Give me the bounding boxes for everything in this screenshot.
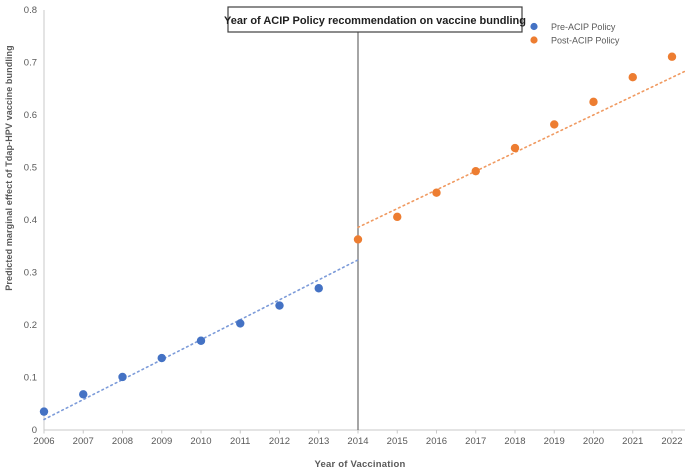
x-tick-label: 2010: [190, 436, 211, 447]
y-tick-label: 0.3: [24, 268, 37, 279]
legend: Pre-ACIP Policy Post-ACIP Policy: [530, 22, 620, 46]
data-point: [471, 166, 480, 176]
y-tick-label: 0.5: [24, 163, 37, 174]
series-layer: [39, 52, 685, 421]
x-tick-label: 2006: [33, 436, 54, 447]
data-point: [353, 235, 363, 244]
x-tick-label: 2018: [504, 436, 525, 447]
data-point: [118, 372, 127, 382]
y-tick-label: 0.8: [24, 5, 37, 16]
data-point: [39, 407, 49, 416]
x-tick-label: 2007: [73, 436, 94, 447]
x-axis-title: Year of Vaccination: [315, 459, 406, 470]
x-tick-label: 2012: [269, 436, 290, 447]
data-point: [550, 120, 559, 129]
data-point: [432, 188, 441, 197]
legend-marker-pre-acip: [530, 22, 538, 31]
y-tick-label: 0.1: [24, 373, 37, 384]
series-post-acip: [353, 52, 677, 244]
x-tick-label: 2021: [622, 436, 643, 447]
data-point: [314, 284, 323, 293]
y-tick-label: 0.4: [24, 215, 37, 226]
data-point: [510, 143, 520, 153]
annotation-box: [227, 6, 523, 33]
x-tick-label: 2009: [151, 436, 172, 447]
x-tick-label: 2017: [465, 436, 486, 447]
y-tick-label: 0.6: [24, 110, 37, 121]
data-point: [393, 212, 402, 222]
x-tick-label: 2013: [308, 436, 329, 447]
annotation-box-label: Year of ACIP Policy recommendation on va…: [224, 15, 526, 27]
series-pre-acip: [39, 284, 323, 416]
x-tick-label: 2020: [583, 436, 604, 447]
y-tick-label: 0.2: [24, 320, 37, 331]
x-tick-label: 2022: [661, 436, 682, 447]
legend-marker-post-acip: [530, 36, 538, 44]
data-point: [275, 301, 284, 310]
legend-label-pre-acip: Pre-ACIP Policy: [551, 22, 616, 32]
y-axis-title: Predicted marginal effect of Tdap-HPV va…: [4, 45, 14, 290]
data-point: [236, 319, 245, 328]
data-point: [667, 52, 677, 61]
y-tick-label: 0: [32, 425, 37, 436]
data-point: [589, 97, 598, 107]
data-point: [157, 353, 166, 363]
axes-layer: 2006 2007 2008 2009 2010 2011 2012 2013 2014 2015…: [24, 5, 685, 447]
x-tick-label: 2019: [544, 436, 565, 447]
trendline-post-acip: [357, 70, 685, 229]
data-point: [79, 390, 88, 399]
x-tick-label: 2008: [112, 436, 133, 447]
data-point: [196, 336, 206, 345]
y-tick-label: 0.7: [24, 58, 37, 69]
data-point: [628, 73, 637, 82]
x-tick-label: 2016: [426, 436, 447, 447]
x-tick-label: 2011: [230, 436, 250, 447]
x-tick-label: 2014: [347, 436, 368, 447]
x-tick-label: 2015: [387, 436, 408, 447]
legend-label-post-acip: Post-ACIP Policy: [551, 36, 620, 46]
